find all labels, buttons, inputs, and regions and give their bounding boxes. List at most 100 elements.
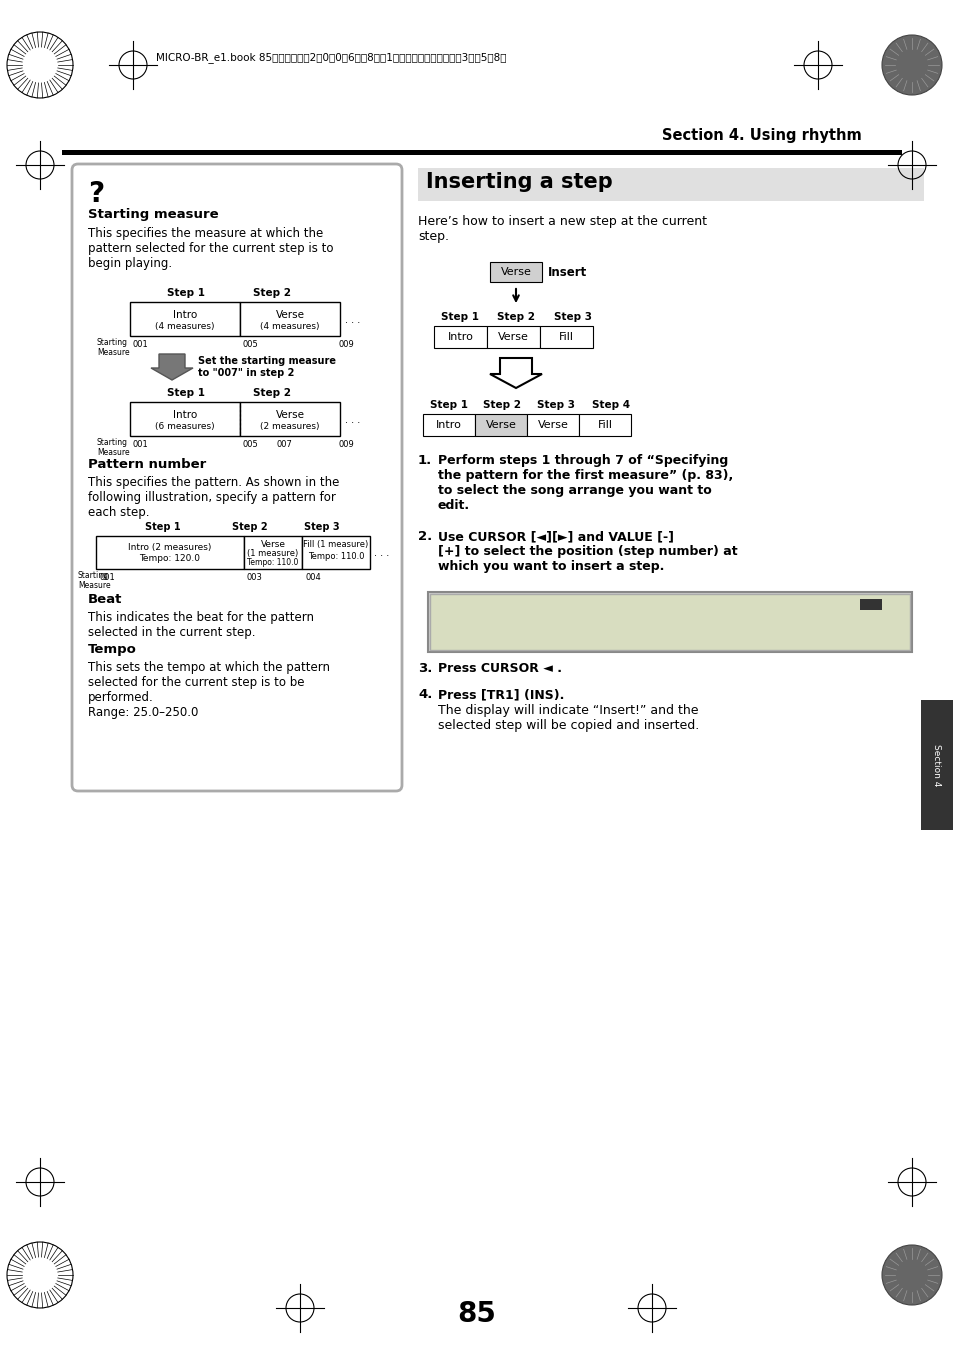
Text: Tempo: Tempo (88, 643, 136, 656)
Text: Press CURSOR ◄ .: Press CURSOR ◄ . (437, 662, 561, 675)
Text: Perform steps 1 through 7 of “Specifying
the pattern for the first measure” (p. : Perform steps 1 through 7 of “Specifying… (437, 454, 733, 512)
Bar (475, 414, 526, 435)
Text: (1 measure): (1 measure) (247, 549, 298, 558)
Text: MASTERING: MASTERING (434, 605, 466, 611)
Bar (62, 150, 901, 155)
Text: This indicates the beat for the pattern
selected in the current step.: This indicates the beat for the pattern … (88, 611, 314, 639)
Text: ?: ? (88, 181, 104, 208)
Text: Verse: Verse (497, 332, 528, 342)
Bar (130, 302, 240, 336)
Text: Step 2: Step 2 (253, 388, 291, 398)
Text: Starting
Measure: Starting Measure (97, 438, 130, 457)
Polygon shape (490, 359, 541, 388)
Text: Intro: Intro (436, 421, 461, 430)
Text: Pattern number: Pattern number (88, 458, 206, 470)
Text: Step 2: Step 2 (482, 400, 520, 410)
Text: Step 2: Step 2 (497, 311, 535, 322)
Text: 2.: 2. (417, 530, 432, 543)
Text: Section 4. Using rhythm: Section 4. Using rhythm (661, 128, 862, 143)
Text: 001: 001 (132, 340, 149, 349)
Text: Step 1: Step 1 (167, 388, 205, 398)
Text: Step 2: Step 2 (253, 288, 291, 298)
Bar (430, 594, 909, 650)
Text: 85: 85 (457, 1299, 496, 1328)
Text: ♪120.0  ROCK1-IN: ♪120.0 ROCK1-IN (468, 617, 606, 632)
Text: . . .: . . . (345, 315, 360, 325)
Text: Verse: Verse (260, 541, 285, 549)
Text: Verse: Verse (500, 267, 531, 276)
Text: 003: 003 (247, 573, 263, 582)
Bar (920, 700, 952, 830)
Bar (130, 402, 240, 435)
Text: Press [TR1] (INS).: Press [TR1] (INS). (437, 687, 564, 701)
Text: This sets the tempo at which the pattern
selected for the current step is to be
: This sets the tempo at which the pattern… (88, 661, 330, 718)
Text: 05:029  P001  4/4: 05:029 P001 4/4 (468, 599, 604, 612)
Bar (526, 414, 578, 435)
Text: 009: 009 (338, 439, 355, 449)
Text: Verse: Verse (275, 310, 304, 319)
Text: Step 4: Step 4 (591, 400, 629, 410)
Text: 1.: 1. (417, 454, 432, 466)
Text: Inserting a step: Inserting a step (426, 173, 612, 191)
Text: 001: 001 (132, 439, 149, 449)
Bar (417, 168, 923, 201)
Circle shape (882, 1246, 941, 1305)
FancyBboxPatch shape (71, 164, 401, 791)
Text: BOUNCE: BOUNCE (434, 597, 456, 603)
Text: Step 3: Step 3 (554, 311, 592, 322)
Polygon shape (151, 355, 193, 380)
Circle shape (882, 35, 941, 94)
Bar (486, 326, 539, 348)
Bar (422, 414, 475, 435)
Text: The display will indicate “Insert!” and the
selected step will be copied and ins: The display will indicate “Insert!” and … (437, 704, 699, 732)
Text: Intro: Intro (447, 332, 473, 342)
Text: Step 3: Step 3 (537, 400, 575, 410)
Text: Intro (2 measures): Intro (2 measures) (128, 543, 212, 551)
Text: Verse: Verse (275, 410, 304, 421)
Text: 001: 001 (100, 573, 115, 582)
Text: Section 4: Section 4 (931, 744, 941, 786)
Text: Step 1: Step 1 (440, 311, 478, 322)
Text: This specifies the measure at which the
pattern selected for the current step is: This specifies the measure at which the … (88, 226, 334, 270)
Text: 4.: 4. (417, 687, 432, 701)
Text: Starting
Measure: Starting Measure (97, 338, 130, 357)
Text: EFFECTS  L/R  TR 1  2  3  4   RHYTHM  [►][■]  IN  A.PNCH: EFFECTS L/R TR 1 2 3 4 RHYTHM [►][■] IN … (434, 638, 650, 646)
Text: Starting
Measure: Starting Measure (78, 572, 111, 590)
Text: (4 measures): (4 measures) (155, 322, 214, 332)
Text: Step 2: Step 2 (232, 522, 268, 532)
Text: MP3: MP3 (434, 627, 445, 632)
Text: Fill: Fill (558, 332, 574, 342)
Text: Verse: Verse (537, 421, 568, 430)
Text: Tempo: 120.0: Tempo: 120.0 (139, 554, 200, 563)
Bar (859, 599, 882, 611)
Text: (6 measures): (6 measures) (155, 422, 214, 431)
Text: Step 3: Step 3 (304, 522, 339, 532)
Text: (2 measures): (2 measures) (260, 422, 319, 431)
Text: Verse: Verse (485, 421, 516, 430)
Text: 009: 009 (338, 340, 355, 349)
Text: Use CURSOR [◄][►] and VALUE [-]
[+] to select the position (step number) at
whic: Use CURSOR [◄][►] and VALUE [-] [+] to s… (437, 530, 737, 573)
Text: 004: 004 (306, 573, 321, 582)
Text: This specifies the pattern. As shown in the
following illustration, specify a pa: This specifies the pattern. As shown in … (88, 476, 339, 519)
Bar (96, 537, 244, 569)
Bar (240, 402, 339, 435)
Text: MICRO-BR_e1.book 85ページ　・・2・0・0・6年・8月・1日　火曜日　・・午後・3時・5・8分: MICRO-BR_e1.book 85ページ ・・2・0・0・6年・8月・1日 … (156, 53, 506, 63)
Text: Fill (1 measure): Fill (1 measure) (303, 541, 368, 549)
Text: Step 1: Step 1 (167, 288, 205, 298)
Text: Fill: Fill (597, 421, 612, 430)
Bar (244, 537, 302, 569)
Text: Tempo: 110.0: Tempo: 110.0 (308, 551, 364, 561)
Text: . . .: . . . (374, 549, 389, 558)
Text: Step 1: Step 1 (145, 522, 181, 532)
Bar (490, 262, 541, 282)
Text: Here’s how to insert a new step at the current
step.: Here’s how to insert a new step at the c… (417, 214, 706, 243)
Text: Intro: Intro (172, 410, 197, 421)
Text: . . .: . . . (345, 415, 360, 425)
Text: 005: 005 (243, 439, 258, 449)
Text: Intro: Intro (172, 310, 197, 319)
Bar (240, 302, 339, 336)
Text: 007: 007 (276, 439, 293, 449)
Bar (302, 537, 370, 569)
Bar (578, 414, 630, 435)
Text: Insert: Insert (547, 266, 587, 279)
